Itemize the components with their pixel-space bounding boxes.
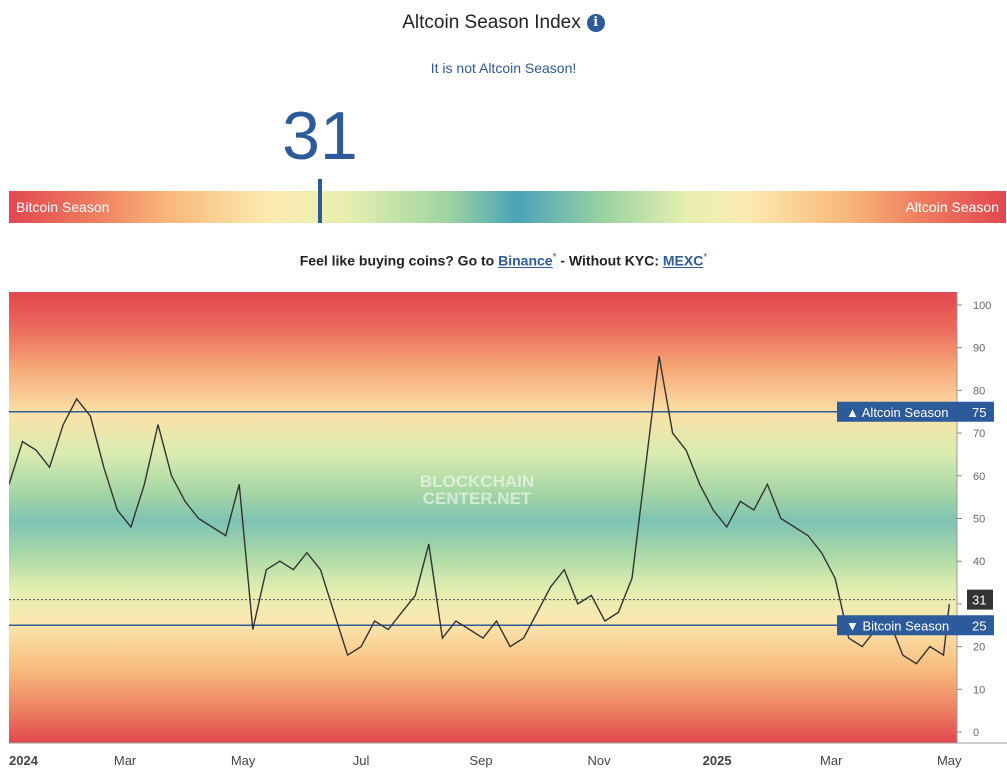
info-icon[interactable]: i [586, 14, 605, 32]
y-tick-label: 70 [973, 428, 985, 440]
y-tick-label: 90 [973, 343, 985, 355]
y-tick-label: 100 [973, 300, 991, 312]
y-tick-label: 50 [973, 514, 985, 526]
page-title: Altcoin Season Index i [0, 12, 1007, 34]
gauge-marker [318, 179, 322, 223]
x-tick-label: 2024 [9, 753, 39, 768]
season-status-text: It is not Altcoin Season! [430, 60, 577, 76]
x-tick-label: Mar [820, 753, 843, 768]
x-tick-label: Jul [353, 753, 370, 768]
gauge-label-altcoin-season: Altcoin Season [905, 199, 999, 215]
watermark-line-1: BLOCKCHAIN [420, 472, 534, 491]
altcoin-season-badge: ▲ Altcoin Season 75 [837, 401, 994, 422]
y-tick-label: 80 [973, 385, 985, 397]
season-gauge-bar: Bitcoin Season Altcoin Season [9, 191, 1006, 223]
current-value-badge: 31 [967, 589, 993, 610]
x-tick-label: 2025 [703, 753, 732, 768]
y-tick-label: 20 [973, 642, 985, 654]
gauge-label-bitcoin-season: Bitcoin Season [16, 199, 110, 215]
promo-text-1: Feel like buying coins? Go to [299, 252, 495, 269]
mexc-star: * [703, 252, 708, 263]
altcoin-season-badge-value: 75 [972, 405, 986, 420]
y-tick-label: 40 [973, 556, 985, 568]
chart-svg: 0102030405060708090100 2024MarMayJulSepN… [8, 292, 1007, 768]
chart-background [9, 292, 957, 743]
altcoin-season-chart: 0102030405060708090100 2024MarMayJulSepN… [8, 292, 1007, 778]
binance-star: * [552, 252, 557, 263]
bitcoin-season-badge-label: ▼ Bitcoin Season [846, 618, 949, 633]
y-tick-label: 60 [973, 471, 985, 483]
x-tick-label: Mar [114, 753, 137, 768]
y-tick-label: 0 [973, 727, 979, 739]
promo-text-2: - Without KYC: [560, 252, 659, 269]
altcoin-season-badge-label: ▲ Altcoin Season [846, 405, 948, 420]
bitcoin-season-badge: ▼ Bitcoin Season 25 [837, 615, 994, 636]
mexc-link[interactable]: MEXC [662, 252, 704, 269]
x-tick-label: Sep [469, 753, 492, 768]
x-tick-label: May [937, 753, 962, 768]
y-tick-label: 10 [973, 684, 985, 696]
watermark-line-2: CENTER.NET [423, 489, 532, 508]
index-value: 31 [282, 98, 358, 174]
binance-link[interactable]: Binance [498, 252, 553, 269]
promo-line: Feel like buying coins? Go to Binance* -… [0, 252, 1007, 269]
page-title-text: Altcoin Season Index [402, 12, 581, 33]
current-value-badge-text: 31 [972, 593, 986, 608]
index-series-line [8, 356, 950, 665]
bitcoin-season-badge-value: 25 [972, 618, 986, 633]
x-tick-label: May [231, 753, 256, 768]
x-tick-label: Nov [588, 753, 612, 768]
